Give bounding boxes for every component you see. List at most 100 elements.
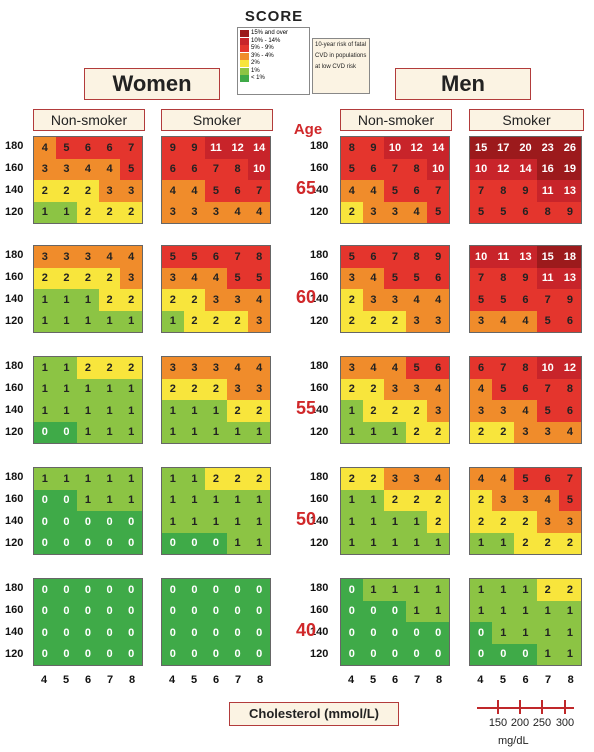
risk-cell: 0 (55, 532, 78, 554)
risk-cell: 1 (162, 400, 184, 422)
risk-cell: 0 (55, 421, 78, 443)
risk-cell: 1 (248, 421, 270, 443)
risk-cell: 0 (55, 622, 78, 644)
risk-cell: 4 (162, 180, 184, 202)
risk-cell: 3 (536, 511, 559, 533)
risk-cell: 2 (405, 400, 428, 422)
risk-cell: 3 (384, 201, 406, 223)
legend-swatch (240, 67, 249, 75)
risk-cell: 1 (34, 357, 56, 379)
risk-cell: 0 (34, 421, 56, 443)
age-tick-label: 55 (295, 398, 317, 418)
risk-cell: 0 (470, 622, 493, 644)
risk-cell: 1 (226, 421, 249, 443)
risk-cell: 2 (514, 532, 537, 554)
risk-cell: 1 (384, 579, 406, 601)
risk-cell: 0 (226, 643, 249, 665)
risk-cell: 4 (120, 246, 142, 268)
legend-label: 5% - 9% (251, 45, 274, 52)
risk-cell: 0 (98, 622, 121, 644)
risk-cell: 13 (514, 246, 537, 268)
cholesterol-tick-label: 7 (413, 674, 421, 686)
risk-cell: 0 (341, 622, 363, 644)
risk-cell: 9 (514, 180, 537, 202)
risk-cell: 1 (77, 489, 99, 511)
risk-cell: 14 (514, 158, 537, 180)
risk-cell: 2 (226, 468, 249, 490)
risk-cell: 8 (492, 180, 515, 202)
sbp-tick-label: 180 (5, 582, 24, 594)
risk-cell: 4 (248, 357, 270, 379)
risk-cell: 1 (183, 489, 206, 511)
risk-cell: 0 (120, 600, 142, 622)
cholesterol-tick-label: 5 (369, 674, 377, 686)
risk-cell: 1 (205, 421, 227, 443)
sbp-tick-label: 180 (310, 360, 329, 372)
risk-cell: 2 (492, 421, 515, 443)
risk-cell: 7 (427, 180, 449, 202)
risk-cell: 3 (427, 400, 449, 422)
risk-cell: 4 (492, 468, 515, 490)
risk-cell: 2 (384, 310, 406, 332)
risk-cell: 4 (248, 201, 270, 223)
risk-cell: 6 (427, 357, 449, 379)
cholesterol-tick-label: 8 (128, 674, 136, 686)
mgdl-tick-mark (564, 700, 566, 714)
risk-cell: 3 (492, 489, 515, 511)
risk-cell: 2 (492, 511, 515, 533)
risk-cell: 6 (470, 357, 493, 379)
sbp-tick-label: 180 (5, 140, 24, 152)
age-tick-label: 40 (295, 620, 317, 640)
sbp-tick-label: 140 (5, 626, 24, 638)
risk-cell: 2 (341, 378, 363, 400)
risk-cell: 4 (470, 378, 493, 400)
risk-cell: 6 (558, 310, 581, 332)
risk-cell: 0 (341, 600, 363, 622)
cholesterol-tick-label: 4 (168, 674, 176, 686)
risk-cell: 3 (341, 357, 363, 379)
risk-cell: 2 (341, 201, 363, 223)
risk-cell: 4 (362, 357, 385, 379)
risk-cell: 5 (341, 158, 363, 180)
legend-swatch (240, 60, 249, 68)
risk-cell: 2 (120, 357, 142, 379)
risk-cell: 0 (34, 532, 56, 554)
risk-cell: 0 (77, 643, 99, 665)
risk-cell: 8 (341, 137, 363, 159)
risk-cell: 1 (183, 400, 206, 422)
risk-cell: 3 (514, 421, 537, 443)
risk-cell: 3 (492, 400, 515, 422)
cholesterol-axis-label: Cholesterol (mmol/L) (229, 702, 399, 726)
risk-cell: 26 (558, 137, 581, 159)
legend-swatch (240, 75, 249, 83)
risk-cell: 7 (384, 246, 406, 268)
cholesterol-tick-label: 5 (499, 674, 506, 686)
risk-cell: 3 (362, 201, 385, 223)
risk-cell: 0 (120, 622, 142, 644)
sbp-tick-label: 160 (5, 271, 24, 283)
legend-item: 10% - 14% (240, 37, 307, 46)
risk-cell: 2 (405, 489, 428, 511)
sbp-tick-label: 140 (5, 293, 24, 305)
risk-cell: 0 (34, 600, 56, 622)
mgdl-tick-label: 200 (510, 717, 530, 729)
mgdl-tick-mark (497, 700, 499, 714)
risk-cell: 1 (384, 532, 406, 554)
risk-cell: 1 (405, 600, 428, 622)
risk-cell: 0 (226, 600, 249, 622)
risk-cell: 9 (162, 137, 184, 159)
risk-cell: 2 (77, 180, 99, 202)
risk-cell: 0 (183, 600, 206, 622)
cholesterol-tick-label: 7 (106, 674, 114, 686)
risk-cell: 1 (162, 511, 184, 533)
cholesterol-tick-label: 6 (522, 674, 529, 686)
risk-cell: 4 (183, 180, 206, 202)
risk-cell: 5 (405, 357, 428, 379)
risk-cell: 1 (514, 579, 537, 601)
risk-cell: 20 (514, 137, 537, 159)
risk-cell: 2 (226, 400, 249, 422)
risk-cell: 13 (558, 180, 581, 202)
sbp-tick-label: 120 (5, 315, 24, 327)
risk-cell: 11 (536, 180, 559, 202)
